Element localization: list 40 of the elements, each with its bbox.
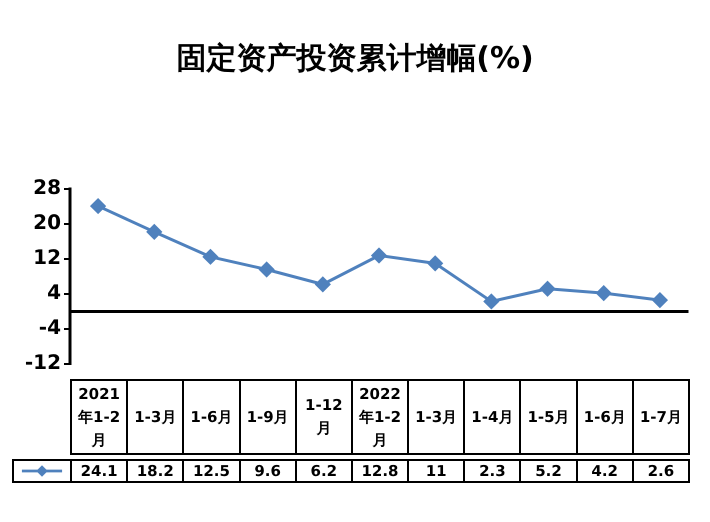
x-tick-label: 1-5月	[519, 379, 578, 455]
point	[484, 294, 499, 309]
y-tick-label: -12	[24, 350, 61, 374]
data-label: 4.2	[576, 459, 634, 483]
point	[372, 248, 386, 263]
point	[90, 198, 106, 214]
data-label: 2.3	[463, 459, 522, 483]
y-tick-label: -4	[38, 315, 61, 340]
y-tick-label: 4	[47, 280, 61, 304]
x-tick-label: 2022年1-2月	[350, 379, 410, 455]
point	[315, 276, 330, 292]
x-tick-label: 1-12月	[294, 379, 353, 455]
x-tick-label: 1-6月	[182, 379, 241, 455]
point	[540, 281, 556, 296]
data-label: 18.2	[126, 459, 184, 483]
data-label: 11	[407, 459, 466, 483]
x-tick-label: 1-3月	[407, 379, 466, 455]
x-tick-label: 1-4月	[463, 379, 522, 455]
y-tick-label: 20	[33, 210, 61, 234]
x-tick-label: 1-3月	[126, 379, 184, 455]
data-label: 6.2	[294, 459, 353, 483]
data-label: 2.6	[632, 459, 690, 483]
data-label: 12.5	[182, 459, 241, 483]
x-tick-label: 1-7月	[632, 379, 690, 455]
point	[428, 256, 443, 271]
y-tick-label: 28	[33, 175, 61, 200]
x-tick-label: 1-6月	[576, 379, 634, 455]
point	[259, 262, 274, 277]
point	[652, 292, 668, 308]
data-label: 24.1	[70, 459, 128, 483]
x-tick-label: 1-9月	[238, 379, 297, 455]
point	[596, 286, 612, 301]
data-label: 12.8	[350, 459, 410, 483]
point	[146, 224, 162, 240]
x-tick-label: 2021年1-2月	[70, 379, 128, 455]
data-label: 5.2	[519, 459, 578, 483]
y-tick-label: 12	[33, 245, 61, 270]
point	[202, 249, 218, 264]
chart-title: 固定资产投资累计增幅(%)	[175, 40, 535, 78]
data-label: 9.6	[238, 459, 297, 483]
